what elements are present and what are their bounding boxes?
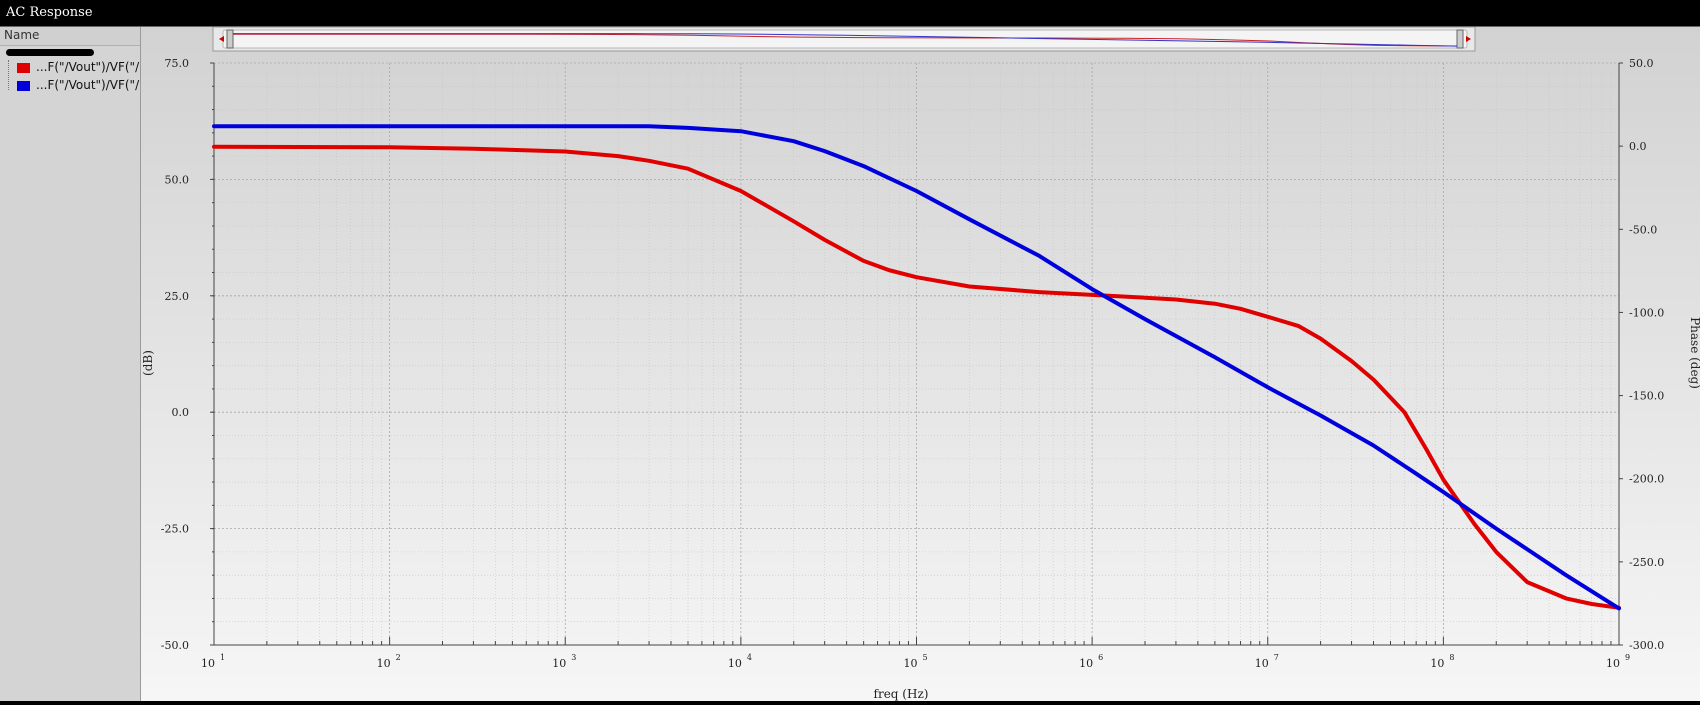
left-y-tick-label: 75.0: [165, 57, 190, 70]
trace-list-panel: Name ...F("/Vout")/VF("/" ...F("/Vout")/…: [0, 27, 141, 701]
x-tick-label: 10: [904, 657, 918, 670]
tree-connector: [8, 60, 9, 90]
name-column-header[interactable]: Name: [0, 27, 140, 46]
trace-1-label: ...F("/Vout")/VF("/": [36, 60, 140, 74]
trace-2-color-swatch: [17, 81, 30, 91]
x-tick-exponent: 4: [747, 653, 752, 662]
ac-response-chart: 75.0 50.0 25.0 0.0 -25.0 -50.0 50.0 0.0 -50.0 -1…: [141, 26, 1700, 701]
trace-2-label: ...F("/Vout")/VF("/": [36, 78, 140, 92]
left-y-tick-label: -25.0: [161, 523, 189, 536]
right-y-tick-label: -50.0: [1629, 223, 1657, 236]
left-y-axis-label: (dB): [141, 350, 155, 376]
x-tick-exponent: 7: [1274, 653, 1279, 662]
right-y-axis: 50.0 0.0 -50.0 -100.0 -150.0 -200.0 -250.0 -300…: [1619, 57, 1664, 652]
left-y-tick-label: 50.0: [165, 173, 190, 186]
right-y-tick-label: -200.0: [1629, 473, 1664, 486]
arrow-right-icon[interactable]: [1466, 36, 1471, 42]
name-header-label: Name: [4, 28, 40, 42]
left-y-axis: 75.0 50.0 25.0 0.0 -25.0 -50.0: [161, 57, 214, 652]
x-axis: 10 1 10 2 10 3 10 4 10 5 10 6 10 7 10 8 10 9: [201, 637, 1630, 670]
slider-right-handle[interactable]: [1456, 29, 1464, 49]
right-y-tick-label: -100.0: [1629, 306, 1664, 319]
left-y-tick-label: 25.0: [165, 290, 190, 303]
right-y-tick-label: -250.0: [1629, 556, 1664, 569]
x-tick-exponent: 3: [571, 653, 576, 662]
overview-blue-trace: [233, 33, 1458, 47]
x-tick-label: 10: [377, 657, 391, 670]
name-column-resize-bar[interactable]: [6, 49, 94, 56]
arrow-left-icon[interactable]: [219, 36, 224, 42]
grid: [213, 62, 1620, 646]
x-tick-label: 10: [201, 657, 215, 670]
x-tick-exponent: 6: [1098, 653, 1103, 662]
trace-1-color-swatch: [17, 63, 30, 73]
x-range-slider[interactable]: [212, 26, 1476, 52]
traces: [212, 124, 1621, 611]
left-y-tick-label: -50.0: [161, 639, 189, 652]
window-title: AC Response: [6, 5, 93, 20]
plot-area: 75.0 50.0 25.0 0.0 -25.0 -50.0 50.0 0.0 -50.0 -1…: [141, 26, 1700, 701]
right-y-axis-label: Phase (deg): [1688, 317, 1700, 389]
right-y-tick-label: 50.0: [1629, 57, 1654, 70]
x-axis-label: freq (Hz): [874, 687, 929, 701]
x-tick-exponent: 5: [923, 653, 928, 662]
x-tick-exponent: 1: [220, 653, 225, 662]
x-tick-label: 10: [1079, 657, 1093, 670]
x-tick-exponent: 9: [1625, 653, 1630, 662]
slider-left-handle[interactable]: [226, 29, 234, 49]
x-tick-label: 10: [728, 657, 742, 670]
right-y-tick-label: -300.0: [1629, 639, 1664, 652]
left-y-tick-label: 0.0: [172, 406, 190, 419]
trace-item-1[interactable]: ...F("/Vout")/VF("/": [8, 60, 140, 76]
title-bar: AC Response: [0, 0, 1700, 27]
x-tick-label: 10: [1255, 657, 1269, 670]
plot-frame: [213, 63, 1620, 646]
x-tick-exponent: 8: [1449, 653, 1454, 662]
trace-2-line: [212, 124, 1621, 611]
x-tick-label: 10: [1606, 657, 1620, 670]
x-tick-label: 10: [1430, 657, 1444, 670]
trace-item-2[interactable]: ...F("/Vout")/VF("/": [8, 78, 140, 94]
right-y-tick-label: 0.0: [1629, 140, 1647, 153]
right-y-tick-label: -150.0: [1629, 390, 1664, 403]
x-tick-exponent: 2: [396, 653, 401, 662]
x-tick-label: 10: [552, 657, 566, 670]
